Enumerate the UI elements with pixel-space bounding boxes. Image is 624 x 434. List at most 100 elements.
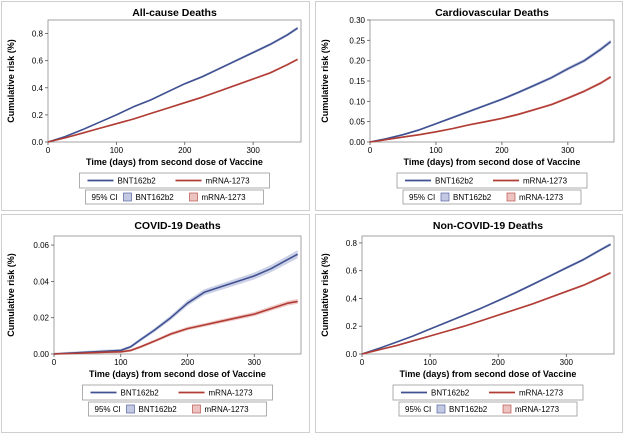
y-tick-label: 0.2 — [346, 322, 358, 331]
y-tick-label: 0.02 — [33, 314, 49, 323]
series-line-mrna-1273 — [53, 300, 298, 355]
x-tick-label: 200 — [178, 146, 192, 155]
x-tick-label: 300 — [246, 146, 260, 155]
legend-label-bnt162b2: BNT162b2 — [121, 389, 160, 398]
y-tick-label: 0.00 — [349, 138, 365, 147]
plot-area — [53, 235, 302, 355]
legend-ci-label-mrna-1273: mRNA-1273 — [515, 405, 560, 414]
x-tick-label: 300 — [561, 146, 575, 155]
x-axis-label: Time (days) from second dose of Vaccine — [400, 369, 577, 379]
legend-ci-swatch-bnt162b2 — [123, 192, 132, 202]
chart-panel-all-cause: All-cause Deaths 0.0 0.2 0.4 0.6 0.8 0 100 200 30… — [1, 1, 310, 211]
x-tick-label: 200 — [181, 358, 195, 367]
x-tick-label: 0 — [52, 358, 57, 367]
y-tick-label: 0.04 — [33, 277, 49, 286]
y-tick-label: 0.06 — [33, 241, 49, 250]
chart-panel-non-covid19: Non-COVID-19 Deaths 0.0 0.2 0.4 0.6 0.8 0 100 20… — [315, 214, 623, 433]
legend-ci-title: 95% CI — [95, 405, 121, 414]
y-tick-label: 0.2 — [32, 111, 44, 120]
x-tick-label: 100 — [429, 146, 443, 155]
y-tick-label: 0.15 — [349, 77, 365, 86]
legend-lines — [82, 384, 273, 401]
legend-ci-label-bnt162b2: BNT162b2 — [136, 193, 175, 202]
legend-lines — [396, 172, 588, 189]
legend-ci-swatch-bnt162b2 — [436, 404, 446, 414]
legend-ci-label-bnt162b2: BNT162b2 — [453, 193, 492, 202]
y-tick-label: 0.8 — [32, 30, 44, 39]
series-line-bnt162b2 — [53, 253, 299, 355]
legend-ci-swatch-bnt162b2 — [126, 404, 135, 414]
plot-area — [361, 235, 615, 355]
legend-label-bnt162b2: BNT162b2 — [118, 177, 157, 186]
chart-title: Cardiovascular Deaths — [435, 7, 549, 19]
y-tick-label: 0.30 — [349, 16, 365, 25]
legend-ci-title: 95% CI — [405, 405, 431, 414]
legend-ci-label-mrna-1273: mRNA-1273 — [202, 193, 247, 202]
series-line-mrna-1273 — [361, 272, 611, 355]
y-tick-label: 0.05 — [349, 118, 365, 127]
chart-panel-covid19: COVID-19 Deaths 0.00 0.02 0.04 0.06 0 100 200 30… — [1, 214, 310, 433]
x-tick-label: 0 — [360, 358, 365, 367]
chart-svg: Cardiovascular Deaths 0.00 0.05 0.10 0.15 0.2… — [320, 7, 615, 205]
x-tick-label: 0 — [368, 146, 373, 155]
legend-label-mrna-1273: mRNA-1273 — [206, 177, 251, 186]
legend-label-bnt162b2: BNT162b2 — [431, 389, 470, 398]
legend-ci-swatch-mrna-1273 — [189, 192, 198, 202]
plot-area — [47, 19, 302, 143]
y-tick-label: 0.4 — [32, 84, 44, 93]
legend-lines — [392, 384, 584, 401]
legend-label-mrna-1273: mRNA-1273 — [523, 177, 568, 186]
legend-lines — [79, 172, 270, 189]
chart-svg: All-cause Deaths 0.0 0.2 0.4 0.6 0.8 0 100 200 30… — [6, 7, 302, 205]
y-axis-label: Cumulative risk (%) — [6, 39, 16, 123]
chart-title: COVID-19 Deaths — [134, 220, 221, 232]
series-line-bnt162b2 — [47, 27, 299, 143]
x-tick-label: 100 — [423, 358, 437, 367]
legend-label-bnt162b2: BNT162b2 — [435, 177, 474, 186]
series-line-bnt162b2 — [369, 40, 612, 143]
y-tick-label: 0.0 — [346, 350, 358, 359]
y-tick-label: 0.25 — [349, 36, 365, 45]
x-tick-label: 100 — [110, 146, 124, 155]
legend-ci-swatch-mrna-1273 — [502, 404, 512, 414]
series-line-bnt162b2 — [361, 243, 611, 355]
chart-panel-cardiovascular: Cardiovascular Deaths 0.00 0.05 0.10 0.15 0.2… — [315, 1, 623, 211]
legend-ci-label-bnt162b2: BNT162b2 — [139, 405, 178, 414]
y-tick-label: 0.0 — [32, 138, 44, 147]
series-line-mrna-1273 — [47, 58, 298, 143]
legend-ci-label-bnt162b2: BNT162b2 — [449, 405, 488, 414]
legend-ci-title: 95% CI — [92, 193, 118, 202]
chart-svg: COVID-19 Deaths 0.00 0.02 0.04 0.06 0 100 200 30… — [6, 220, 302, 417]
x-tick-label: 100 — [114, 358, 128, 367]
legend-ci-label-mrna-1273: mRNA-1273 — [205, 405, 250, 414]
legend-label-mrna-1273: mRNA-1273 — [209, 389, 254, 398]
x-axis-label: Time (days) from second dose of Vaccine — [404, 157, 581, 167]
plot-area — [369, 19, 615, 143]
legend-label-mrna-1273: mRNA-1273 — [519, 389, 564, 398]
chart-svg: Non-COVID-19 Deaths 0.0 0.2 0.4 0.6 0.8 0 100 20… — [320, 220, 615, 417]
y-axis-label: Cumulative risk (%) — [320, 39, 330, 123]
y-tick-label: 0.10 — [349, 97, 365, 106]
legend-ci-label-mrna-1273: mRNA-1273 — [519, 193, 564, 202]
chart-title: Non-COVID-19 Deaths — [433, 220, 543, 232]
series-line-mrna-1273 — [369, 76, 612, 143]
x-tick-label: 300 — [560, 358, 574, 367]
x-tick-label: 300 — [248, 358, 262, 367]
y-axis-label: Cumulative risk (%) — [6, 253, 16, 337]
chart-title: All-cause Deaths — [132, 7, 217, 19]
y-tick-label: 0.8 — [346, 239, 358, 248]
legend-ci-swatch-bnt162b2 — [440, 192, 450, 202]
legend-ci-swatch-mrna-1273 — [506, 192, 516, 202]
x-tick-label: 200 — [495, 146, 509, 155]
x-axis-label: Time (days) from second dose of Vaccine — [86, 157, 263, 167]
y-axis-label: Cumulative risk (%) — [320, 253, 330, 337]
legend-ci-title: 95% CI — [409, 193, 435, 202]
x-tick-label: 0 — [46, 146, 51, 155]
y-tick-label: 0.6 — [32, 57, 44, 66]
y-tick-label: 0.20 — [349, 57, 365, 66]
y-tick-label: 0.00 — [33, 350, 49, 359]
x-tick-label: 200 — [492, 358, 506, 367]
y-tick-label: 0.6 — [346, 267, 358, 276]
x-axis-label: Time (days) from second dose of Vaccine — [89, 369, 266, 379]
y-tick-label: 0.4 — [346, 294, 358, 303]
